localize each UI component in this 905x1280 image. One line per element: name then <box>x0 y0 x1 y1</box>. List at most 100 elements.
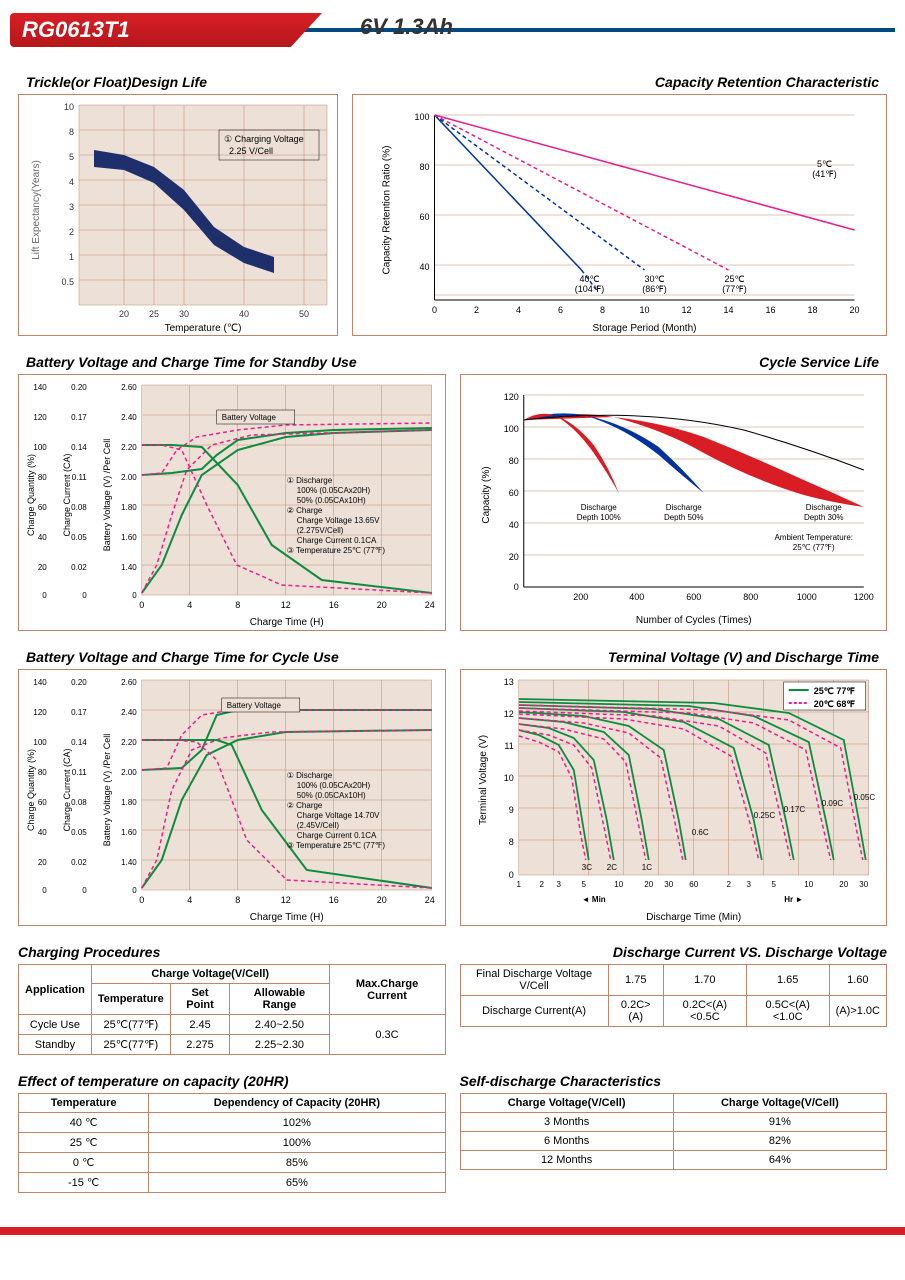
svg-text:140: 140 <box>33 678 47 687</box>
svg-text:20: 20 <box>508 552 518 562</box>
terminal-title: Terminal Voltage (V) and Discharge Time <box>460 645 888 669</box>
svg-text:Capacity Retention Ratio (%): Capacity Retention Ratio (%) <box>382 146 393 275</box>
svg-text:3: 3 <box>556 880 561 889</box>
svg-text:20: 20 <box>377 895 387 905</box>
svg-text:50: 50 <box>299 309 309 319</box>
spec-label: 6V 1.3Ah <box>360 14 453 40</box>
svg-text:25℃ 77℉: 25℃ 77℉ <box>813 686 855 696</box>
svg-text:(86℉): (86℉) <box>642 284 667 294</box>
svg-text:Battery Voltage: Battery Voltage <box>222 413 277 422</box>
svg-text:4: 4 <box>69 177 74 187</box>
cycle-life-title: Cycle Service Life <box>460 350 888 374</box>
svg-text:Charge Current 0.1CA: Charge Current 0.1CA <box>297 536 377 545</box>
svg-text:40℃: 40℃ <box>579 274 599 284</box>
svg-text:120: 120 <box>33 413 47 422</box>
svg-text:400: 400 <box>629 592 644 602</box>
svg-text:2: 2 <box>474 305 479 315</box>
svg-text:2.60: 2.60 <box>121 383 137 392</box>
svg-text:16: 16 <box>765 305 775 315</box>
charging-table: ApplicationCharge Voltage(V/Cell)Max.Cha… <box>18 964 446 1055</box>
standby-title: Battery Voltage and Charge Time for Stan… <box>18 350 446 374</box>
svg-text:0.09C: 0.09C <box>821 799 843 808</box>
svg-text:3C: 3C <box>581 863 591 872</box>
svg-text:Terminal Voltage (V): Terminal Voltage (V) <box>477 735 488 825</box>
svg-text:60: 60 <box>38 503 47 512</box>
model-label: RG0613T1 <box>10 13 322 47</box>
svg-text:Discharge: Discharge <box>805 503 842 512</box>
svg-text:0: 0 <box>132 591 137 600</box>
svg-text:Charge Current (CA): Charge Current (CA) <box>62 453 72 536</box>
terminal-chart: 25℃ 77℉ 20℃ 68℉ 3C2C1C 0.6C0.25C0.17C 0.… <box>460 669 888 926</box>
svg-text:② Charge: ② Charge <box>287 801 323 810</box>
svg-text:25: 25 <box>149 309 159 319</box>
svg-text:12: 12 <box>681 305 691 315</box>
svg-text:2.20: 2.20 <box>121 738 137 747</box>
selfdis-table: Charge Voltage(V/Cell)Charge Voltage(V/C… <box>460 1093 888 1170</box>
svg-text:Hr ►: Hr ► <box>784 895 803 904</box>
svg-text:(41℉): (41℉) <box>812 169 837 179</box>
svg-text:(104℉): (104℉) <box>575 284 605 294</box>
retention-chart: 40℃(104℉) 30℃(86℉) 25℃(77℉) 5℃(41℉) Capa… <box>352 94 887 336</box>
svg-text:12: 12 <box>281 895 291 905</box>
svg-text:0: 0 <box>82 591 87 600</box>
svg-text:Depth 100%: Depth 100% <box>576 513 620 522</box>
svg-text:0.02: 0.02 <box>71 563 87 572</box>
svg-text:800: 800 <box>743 592 758 602</box>
svg-text:8: 8 <box>69 127 74 137</box>
svg-text:Depth 50%: Depth 50% <box>663 513 703 522</box>
svg-text:1.40: 1.40 <box>121 563 137 572</box>
svg-text:Battery Voltage (V) /Per Cell: Battery Voltage (V) /Per Cell <box>102 439 112 552</box>
standby-chart: Battery Voltage Charge Quantity (%) Char… <box>18 374 446 631</box>
svg-text:30℃: 30℃ <box>644 274 664 284</box>
svg-text:1C: 1C <box>641 863 651 872</box>
svg-text:25℃ (77℉): 25℃ (77℉) <box>792 543 834 552</box>
svg-text:(77℉): (77℉) <box>722 284 747 294</box>
svg-text:5: 5 <box>771 880 776 889</box>
svg-text:Discharge: Discharge <box>580 503 617 512</box>
svg-text:30: 30 <box>664 880 673 889</box>
svg-text:0: 0 <box>139 600 144 610</box>
svg-text:Discharge: Discharge <box>665 503 702 512</box>
svg-text:6: 6 <box>558 305 563 315</box>
svg-text:0: 0 <box>82 886 87 895</box>
svg-text:0.17: 0.17 <box>71 413 87 422</box>
svg-text:20: 20 <box>119 309 129 319</box>
svg-text:80: 80 <box>419 162 429 172</box>
svg-text:40: 40 <box>508 520 518 530</box>
svg-text:4: 4 <box>187 895 192 905</box>
svg-text:Charge Voltage 13.65V: Charge Voltage 13.65V <box>297 516 380 525</box>
svg-text:40: 40 <box>38 533 47 542</box>
svg-text:13: 13 <box>503 677 513 687</box>
svg-text:0.14: 0.14 <box>71 738 87 747</box>
svg-text:5: 5 <box>581 880 586 889</box>
svg-text:Discharge Time (Min): Discharge Time (Min) <box>646 912 741 923</box>
svg-text:200: 200 <box>573 592 588 602</box>
charging-title: Charging Procedures <box>18 944 446 960</box>
svg-text:Number of Cycles (Times): Number of Cycles (Times) <box>635 615 751 626</box>
svg-text:0.08: 0.08 <box>71 503 87 512</box>
svg-text:20: 20 <box>38 858 47 867</box>
svg-text:0.02: 0.02 <box>71 858 87 867</box>
svg-text:② Charge: ② Charge <box>287 506 323 515</box>
svg-text:5: 5 <box>69 152 74 162</box>
svg-text:100: 100 <box>33 738 47 747</box>
svg-text:0.11: 0.11 <box>72 473 88 482</box>
svg-text:40: 40 <box>38 828 47 837</box>
svg-text:2.00: 2.00 <box>121 473 137 482</box>
svg-text:100% (0.05CAx20H): 100% (0.05CAx20H) <box>297 486 371 495</box>
svg-text:60: 60 <box>508 488 518 498</box>
svg-text:2C: 2C <box>606 863 616 872</box>
svg-text:100% (0.05CAx20H): 100% (0.05CAx20H) <box>297 781 371 790</box>
svg-text:100: 100 <box>414 112 429 122</box>
svg-text:2.00: 2.00 <box>121 768 137 777</box>
svg-text:30: 30 <box>859 880 868 889</box>
svg-text:20: 20 <box>377 600 387 610</box>
svg-text:Charge Quantity (%): Charge Quantity (%) <box>26 749 36 831</box>
svg-text:8: 8 <box>508 837 513 847</box>
svg-text:50% (0.05CAx10H): 50% (0.05CAx10H) <box>297 496 366 505</box>
svg-text:80: 80 <box>38 473 47 482</box>
svg-text:50% (0.05CAx10H): 50% (0.05CAx10H) <box>297 791 366 800</box>
svg-text:③ Temperature 25℃ (77℉): ③ Temperature 25℃ (77℉) <box>287 841 386 850</box>
svg-text:(2.45V/Cell): (2.45V/Cell) <box>297 821 340 830</box>
svg-text:0.5: 0.5 <box>61 277 74 287</box>
